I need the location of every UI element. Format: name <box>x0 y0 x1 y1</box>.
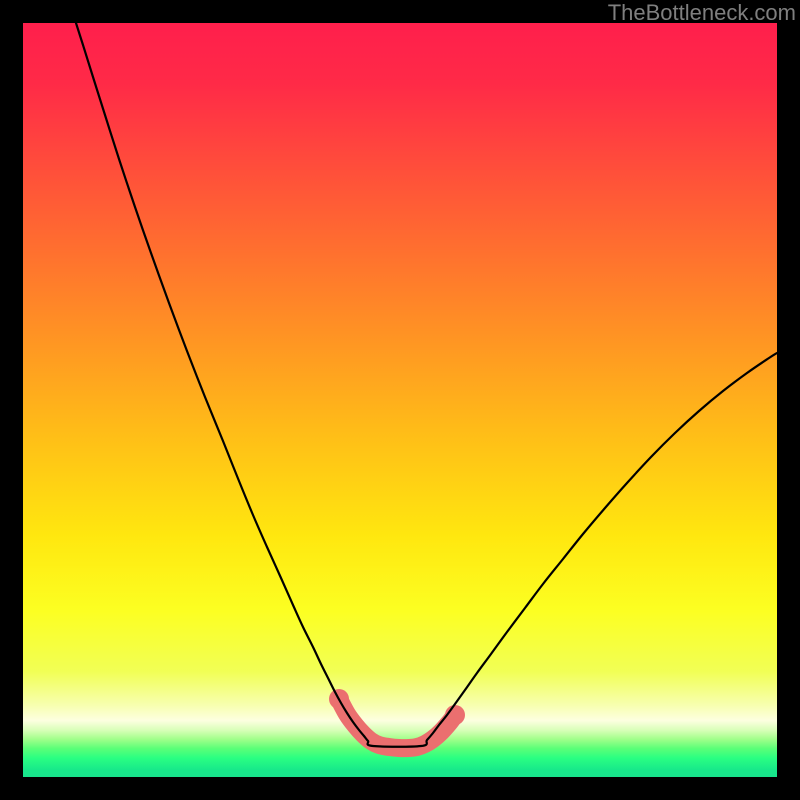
watermark-text: TheBottleneck.com <box>608 0 796 26</box>
plot-gradient-background <box>23 23 777 777</box>
bottleneck-chart <box>0 0 800 800</box>
chart-stage: TheBottleneck.com <box>0 0 800 800</box>
